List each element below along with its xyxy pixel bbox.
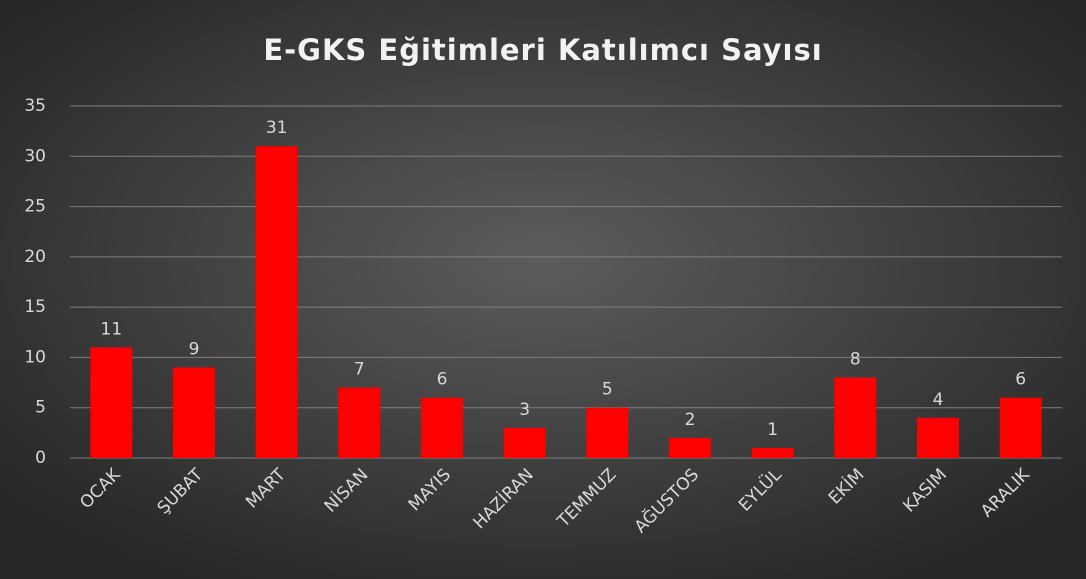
bar: [586, 407, 629, 458]
bar: [173, 367, 215, 458]
bar: [669, 437, 711, 458]
chart-title: E-GKS Eğitimleri Katılımcı Sayısı: [263, 33, 822, 67]
bar: [421, 397, 463, 458]
y-tick-label: 30: [24, 146, 46, 166]
y-tick-label: 35: [24, 96, 46, 116]
y-tick-label: 5: [35, 398, 46, 418]
bar: [999, 397, 1042, 458]
data-label: 6: [437, 370, 448, 390]
bar: [751, 447, 794, 458]
data-label: 5: [602, 380, 613, 400]
y-tick-label: 25: [24, 197, 46, 217]
bar: [255, 146, 298, 458]
data-label: 1: [767, 420, 778, 440]
y-tick-label: 10: [24, 347, 46, 367]
data-label: 31: [266, 118, 288, 138]
data-label: 2: [685, 410, 696, 430]
bar: [90, 347, 133, 458]
y-tick-label: 20: [24, 247, 46, 267]
data-label: 9: [189, 339, 200, 359]
data-label: 4: [933, 390, 944, 410]
data-label: 3: [519, 400, 530, 420]
y-tick-label: 15: [24, 297, 46, 317]
y-tick-label: 0: [35, 448, 46, 468]
data-label: 11: [101, 319, 123, 339]
data-label: 6: [1015, 370, 1026, 390]
data-label: 7: [354, 360, 365, 380]
bar: [503, 427, 546, 458]
bar: [834, 377, 877, 458]
data-label: 8: [850, 350, 861, 370]
bar: [917, 417, 959, 458]
bar: [338, 387, 381, 458]
